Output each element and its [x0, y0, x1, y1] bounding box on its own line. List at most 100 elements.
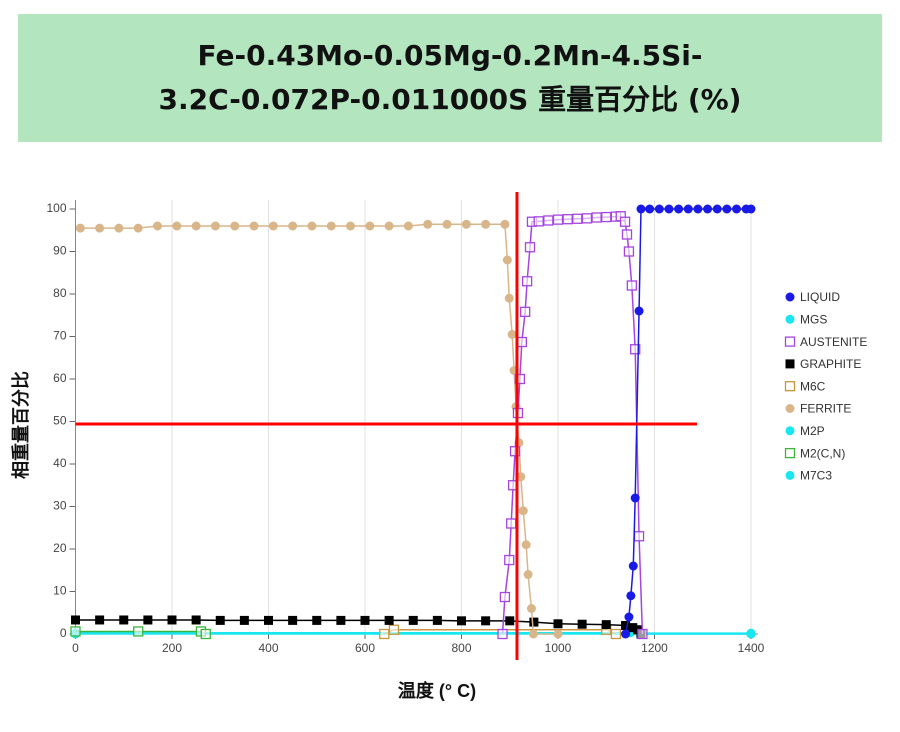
y-tick-label: 20	[53, 541, 67, 555]
chart-title: Fe-0.43Mo-0.05Mg-0.2Mn-4.5Si-	[197, 39, 703, 72]
data-point	[722, 204, 732, 214]
data-point	[95, 223, 105, 233]
chart-title: 3.2C-0.072P-0.011000S 重量百分比 (%)	[158, 83, 742, 116]
data-point	[626, 591, 636, 601]
x-tick-label: 1400	[738, 641, 765, 655]
data-point	[499, 591, 511, 603]
data-point	[167, 615, 177, 625]
data-point	[518, 506, 528, 516]
data-point	[143, 615, 153, 625]
data-point	[591, 212, 602, 223]
x-tick-label: 0	[72, 641, 79, 655]
legend-label: M7C3	[800, 469, 832, 483]
data-point	[683, 204, 693, 214]
data-point	[215, 615, 225, 625]
legend-label: LIQUID	[800, 290, 840, 304]
data-point	[703, 204, 713, 214]
legend-label: AUSTENITE	[800, 335, 867, 349]
data-point	[70, 626, 81, 637]
data-point	[636, 204, 646, 214]
legend-label: MGS	[800, 312, 827, 326]
x-tick-label: 800	[451, 641, 471, 655]
data-point	[610, 628, 622, 640]
data-point	[502, 255, 512, 265]
data-point	[268, 221, 278, 231]
legend-label: M2P	[800, 424, 825, 438]
data-point	[210, 221, 220, 231]
data-point	[514, 373, 526, 385]
data-point	[481, 219, 491, 229]
data-point	[664, 204, 674, 214]
data-point	[288, 615, 298, 625]
legend-marker	[785, 426, 795, 436]
data-point	[746, 204, 756, 214]
data-point	[307, 221, 317, 231]
data-point	[516, 336, 527, 348]
data-point	[516, 472, 526, 482]
data-point	[326, 221, 336, 231]
legend-marker	[784, 381, 796, 392]
data-point	[114, 223, 124, 233]
data-point	[360, 615, 370, 625]
data-point	[529, 617, 539, 627]
x-tick-label: 1200	[641, 641, 668, 655]
legend-label: FERRITE	[800, 402, 851, 416]
data-point	[312, 615, 322, 625]
series	[621, 204, 756, 639]
legend-label: M2(C,N)	[800, 446, 845, 460]
data-point	[500, 219, 510, 229]
series-line	[624, 208, 751, 635]
data-point	[572, 213, 583, 224]
data-point	[577, 619, 587, 629]
data-point	[674, 204, 684, 214]
data-point	[346, 221, 356, 231]
data-point	[423, 219, 433, 229]
y-tick-label: 70	[53, 329, 67, 343]
data-point	[521, 276, 533, 287]
data-point	[601, 620, 611, 630]
y-tick-label: 80	[53, 286, 67, 300]
legend-marker	[785, 470, 795, 480]
data-point	[509, 446, 521, 457]
data-point	[626, 280, 637, 291]
data-point	[432, 615, 442, 625]
data-point	[623, 246, 635, 257]
data-point	[200, 628, 211, 640]
data-point	[336, 615, 346, 625]
y-tick-label: 10	[53, 584, 67, 598]
data-point	[621, 229, 633, 240]
data-point	[191, 615, 201, 625]
legend-marker	[784, 447, 796, 459]
y-tick-label: 50	[53, 414, 67, 428]
legend-marker	[784, 336, 796, 347]
y-tick-label: 30	[53, 499, 67, 513]
data-point	[526, 604, 536, 613]
data-point	[461, 219, 471, 229]
data-point	[408, 615, 418, 625]
data-point	[288, 221, 298, 231]
data-point	[528, 629, 538, 639]
data-point	[628, 561, 638, 571]
data-point	[523, 570, 533, 579]
data-point	[645, 204, 655, 214]
data-point	[521, 540, 531, 550]
data-point	[552, 214, 564, 225]
data-point	[384, 221, 394, 231]
data-point	[520, 306, 531, 318]
y-tick-label: 60	[53, 371, 67, 385]
x-tick-label: 600	[355, 641, 375, 655]
data-point	[507, 329, 517, 339]
legend-marker	[785, 292, 795, 302]
data-point	[621, 621, 631, 630]
y-tick-label: 100	[46, 201, 66, 215]
title-box: Fe-0.43Mo-0.05Mg-0.2Mn-4.5Si- 3.2C-0.072…	[18, 14, 882, 142]
x-tick-label: 1000	[545, 641, 572, 655]
data-point	[712, 204, 722, 214]
data-point	[75, 223, 85, 233]
data-point	[379, 628, 390, 640]
data-point	[191, 221, 201, 231]
data-point	[133, 626, 144, 637]
data-point	[553, 619, 563, 629]
data-point	[637, 628, 648, 640]
